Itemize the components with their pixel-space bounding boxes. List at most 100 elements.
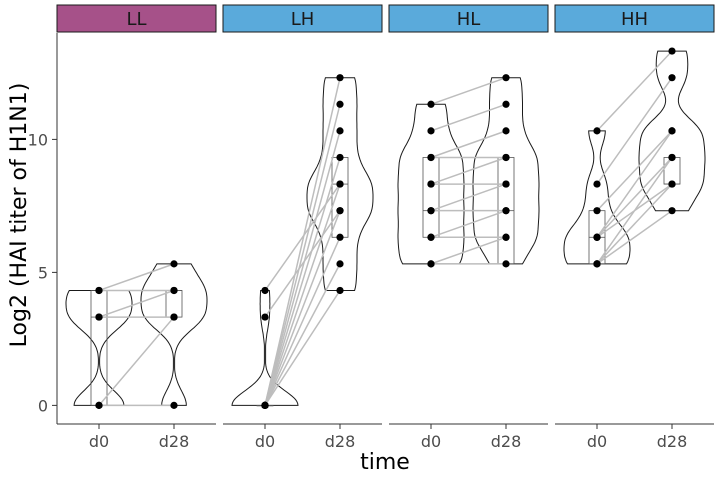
pair-line: [264, 290, 341, 406]
pair-line: [596, 130, 673, 212]
data-point: [427, 233, 435, 241]
panel-lh: LH d0 d28: [222, 4, 383, 451]
data-point: [593, 260, 601, 268]
x-tick-label: d0: [255, 432, 275, 451]
strip-label: HL: [457, 9, 481, 30]
data-point: [95, 286, 103, 295]
y-axis-title: Log2 (HAI titer of H1N1): [7, 83, 32, 348]
pair-line: [264, 104, 341, 406]
strip-background: [222, 4, 383, 33]
data-point: [502, 153, 510, 162]
x-tick-label: d28: [159, 432, 190, 451]
y-tick-label: 10: [28, 130, 48, 149]
pair-line: [264, 157, 341, 406]
pair-line: [264, 130, 341, 406]
y-tick-label: 0: [38, 396, 48, 415]
data-point: [502, 233, 510, 241]
data-point: [336, 74, 344, 82]
pair-line: [430, 209, 507, 238]
x-tick-label: d0: [89, 432, 109, 451]
violin-d28: [472, 77, 540, 265]
pair-line: [264, 236, 341, 406]
pair-line: [430, 103, 507, 132]
strip-background: [56, 4, 217, 33]
pair-line: [430, 183, 507, 212]
pair-line: [596, 183, 673, 238]
data-point: [427, 153, 435, 162]
data-point: [170, 260, 178, 268]
x-tick-label: d28: [325, 432, 356, 451]
data-point: [427, 100, 435, 108]
x-tick-label: d28: [657, 432, 688, 451]
strip-background: [554, 4, 715, 33]
pair-line: [596, 77, 673, 185]
panel-hh: HH d0 d28: [554, 4, 715, 451]
pair-line: [264, 77, 341, 406]
facet-panels: LL d0 d28 LH d0 d28 HL d0 d28 HH d0 d28: [56, 4, 715, 451]
data-point: [336, 233, 344, 241]
y-axis: 0 5 10: [28, 130, 57, 415]
box-d0: [422, 157, 440, 238]
pair-line: [264, 263, 341, 406]
data-point: [427, 127, 435, 135]
data-point: [170, 286, 178, 295]
pair-line: [264, 210, 341, 318]
data-point: [668, 47, 676, 55]
box-d28: [165, 290, 183, 318]
x-tick-label: d0: [421, 432, 441, 451]
pair-line: [430, 236, 507, 265]
pair-line: [98, 289, 175, 318]
x-tick-label: d28: [491, 432, 522, 451]
data-point: [95, 313, 103, 321]
pair-line: [596, 130, 673, 238]
violin-d0: [563, 130, 631, 265]
data-point: [593, 233, 601, 241]
data-point: [95, 401, 103, 409]
violin-d28: [638, 50, 706, 212]
data-point: [261, 313, 269, 321]
pair-line: [264, 183, 341, 291]
data-point: [502, 207, 510, 215]
x-axis-title: time: [360, 450, 410, 475]
data-point: [593, 207, 601, 215]
strip-background: [388, 4, 549, 33]
y-tick-label: 5: [38, 263, 48, 282]
data-point: [336, 180, 344, 188]
data-point: [668, 180, 676, 188]
pair-line: [98, 263, 175, 292]
data-point: [502, 74, 510, 82]
data-point: [502, 127, 510, 135]
strip-label: LH: [291, 9, 315, 30]
data-point: [502, 260, 510, 268]
data-point: [427, 180, 435, 188]
pair-line: [264, 210, 341, 406]
data-point: [668, 127, 676, 135]
data-point: [668, 207, 676, 215]
data-point: [261, 286, 269, 295]
data-point: [336, 100, 344, 108]
pair-line: [430, 156, 507, 185]
box-d28: [663, 157, 681, 185]
strip-label: HH: [621, 9, 648, 30]
data-point: [336, 286, 344, 295]
data-point: [668, 153, 676, 162]
data-point: [170, 401, 178, 409]
data-point: [336, 207, 344, 215]
violin-d0: [65, 290, 133, 406]
violin-d0: [397, 103, 465, 265]
data-point: [336, 153, 344, 162]
box-d0: [90, 290, 108, 406]
data-point: [668, 74, 676, 82]
data-point: [593, 127, 601, 135]
data-point: [170, 313, 178, 321]
violin-d0: [231, 290, 299, 406]
data-point: [427, 207, 435, 215]
data-point: [336, 260, 344, 268]
violin-d28: [140, 263, 208, 406]
panel-hl: HL d0 d28: [388, 4, 549, 451]
pair-line: [596, 50, 673, 132]
data-point: [261, 401, 269, 409]
pair-line: [430, 130, 507, 159]
pair-line: [596, 183, 673, 265]
